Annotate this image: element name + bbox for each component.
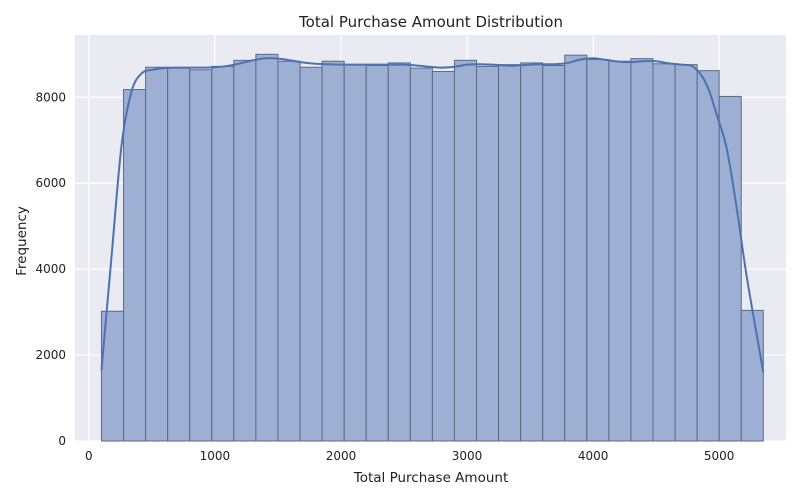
histogram-bar [387, 62, 411, 442]
y-tick-label: 8000 [35, 90, 66, 104]
y-tick-label: 6000 [35, 176, 66, 190]
histogram-bar [277, 60, 301, 442]
histogram-bar [255, 53, 279, 442]
histogram-bar [498, 64, 522, 442]
histogram-bar [233, 59, 257, 442]
histogram-bar [343, 64, 367, 442]
histogram-bar [211, 65, 235, 442]
histogram-bar [586, 58, 610, 442]
x-tick-labels: 0 1000 2000 3000 4000 5000 [85, 449, 734, 463]
histogram-bar [321, 60, 345, 442]
histogram-bar [189, 69, 213, 442]
chart-title: Total Purchase Amount Distribution [298, 13, 563, 31]
histogram-bar [608, 60, 632, 442]
histogram-bars [100, 53, 764, 442]
histogram-bar [630, 58, 654, 442]
histogram-bar [145, 66, 169, 442]
histogram-bar [167, 67, 191, 442]
histogram-bar [365, 65, 389, 442]
histogram-bar [740, 309, 764, 442]
y-tick-label: 2000 [35, 348, 66, 362]
y-tick-labels: 0 2000 4000 6000 8000 [35, 90, 66, 448]
histogram-bar [564, 54, 588, 442]
histogram-bar [453, 59, 478, 442]
histogram-bar [652, 63, 676, 442]
y-tick-label: 0 [58, 434, 66, 448]
y-axis-label: Frequency [14, 206, 30, 276]
histogram-bar [476, 65, 500, 442]
histogram-bar [431, 71, 455, 442]
x-axis-label: Total Purchase Amount [353, 470, 508, 486]
histogram-bar [123, 89, 147, 442]
x-tick-label: 3000 [452, 449, 483, 463]
x-tick-label: 2000 [326, 449, 357, 463]
histogram-bar [299, 66, 323, 442]
histogram-bar [520, 62, 544, 442]
x-tick-label: 5000 [704, 449, 735, 463]
histogram-bar [718, 95, 742, 442]
histogram-bar [696, 70, 720, 442]
x-tick-label: 0 [85, 449, 93, 463]
kde-curve [100, 57, 765, 373]
histogram-bar [542, 65, 566, 442]
histogram-bar [409, 67, 433, 442]
x-tick-label: 1000 [200, 449, 231, 463]
x-tick-label: 4000 [578, 449, 609, 463]
histogram-bar [674, 64, 698, 442]
y-tick-label: 4000 [35, 262, 66, 276]
